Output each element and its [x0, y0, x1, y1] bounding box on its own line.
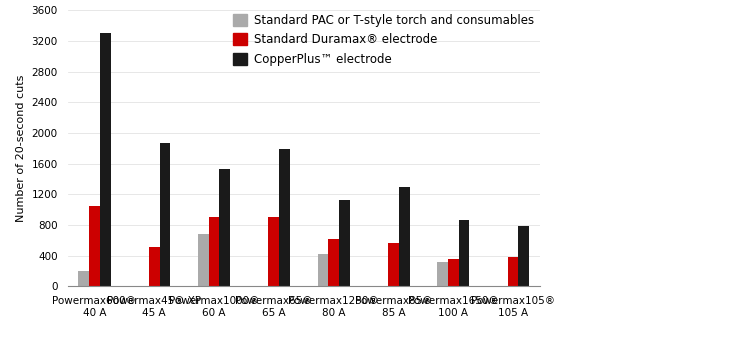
Bar	[148, 247, 160, 286]
Legend: Standard PAC or T-style torch and consumables, Standard Duramax® electrode, Copp: Standard PAC or T-style torch and consum…	[232, 14, 534, 66]
Bar	[317, 254, 328, 286]
Bar	[78, 271, 89, 286]
Bar	[339, 200, 350, 286]
Bar	[448, 259, 459, 286]
Bar	[279, 149, 290, 286]
Bar	[508, 257, 518, 286]
Y-axis label: Number of 20-second cuts: Number of 20-second cuts	[16, 75, 26, 222]
Bar	[437, 262, 448, 286]
Bar	[160, 143, 170, 286]
Bar	[198, 234, 208, 286]
Bar	[89, 206, 100, 286]
Bar	[220, 169, 230, 286]
Bar	[459, 220, 470, 286]
Bar	[328, 239, 339, 286]
Bar	[399, 187, 410, 286]
Bar	[388, 243, 399, 286]
Bar	[268, 217, 279, 286]
Bar	[100, 34, 110, 286]
Bar	[518, 227, 530, 286]
Bar	[209, 217, 220, 286]
